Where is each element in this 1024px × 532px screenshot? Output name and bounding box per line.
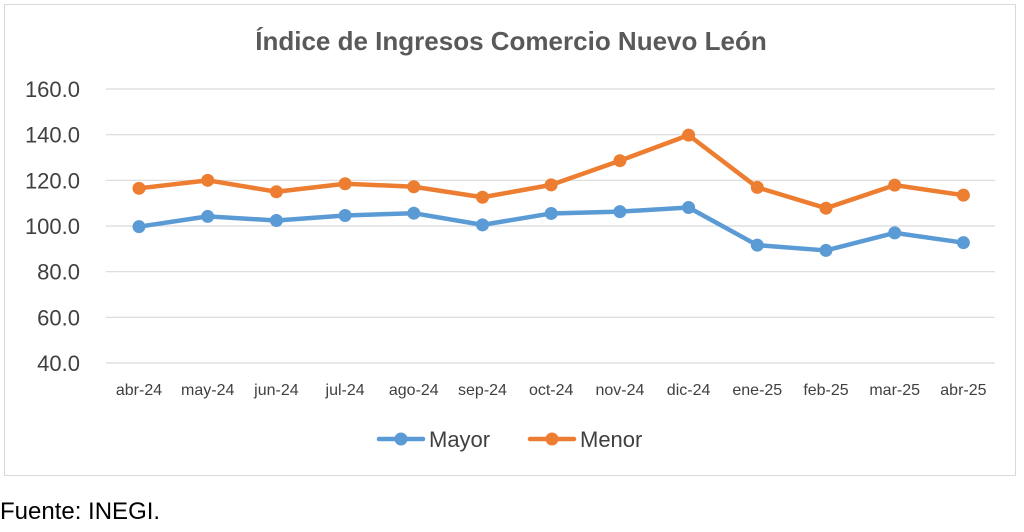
x-tick-label: nov-24 xyxy=(595,382,644,399)
x-tick-label: abr-25 xyxy=(940,382,986,399)
data-point xyxy=(338,177,352,191)
data-point xyxy=(132,181,146,195)
y-tick-label: 100.0 xyxy=(25,214,80,239)
data-point xyxy=(750,180,764,194)
x-tick-label: sep-24 xyxy=(458,382,507,399)
y-tick-label: 140.0 xyxy=(25,123,80,148)
data-point xyxy=(888,226,902,240)
legend-item-menor: Menor xyxy=(527,427,642,452)
x-tick-label: mar-25 xyxy=(869,382,920,399)
data-point xyxy=(269,185,283,199)
data-point xyxy=(407,206,421,220)
data-point xyxy=(682,201,696,215)
y-tick-label: 120.0 xyxy=(25,168,80,193)
data-point xyxy=(956,236,970,250)
x-tick-label: ago-24 xyxy=(389,382,439,399)
data-point xyxy=(476,190,489,204)
data-point xyxy=(476,218,489,232)
x-tick-label: dic-24 xyxy=(667,382,711,399)
data-point xyxy=(613,154,627,168)
legend-label: Mayor xyxy=(429,427,490,452)
x-tick-label: jul-24 xyxy=(325,382,365,399)
data-point xyxy=(269,214,283,228)
x-tick-label: ene-25 xyxy=(732,382,782,399)
legend-label: Menor xyxy=(580,427,642,452)
data-point xyxy=(613,205,627,219)
data-point xyxy=(888,178,902,192)
series-line xyxy=(136,132,966,211)
y-tick-label: 40.0 xyxy=(37,351,80,376)
y-tick-label: 160.0 xyxy=(25,77,80,102)
data-point xyxy=(819,243,833,257)
data-point xyxy=(544,206,558,220)
data-point xyxy=(201,209,215,223)
legend-item-mayor: Mayor xyxy=(376,427,490,452)
data-point xyxy=(338,208,352,222)
data-point xyxy=(750,238,764,252)
x-tick-label: may-24 xyxy=(181,382,234,399)
data-point xyxy=(819,201,833,215)
y-tick-label: 60.0 xyxy=(37,305,80,330)
x-tick-label: oct-24 xyxy=(529,382,574,399)
series-lines xyxy=(132,128,970,257)
x-tick-label: jun-24 xyxy=(253,382,299,399)
data-point xyxy=(201,173,215,187)
source-note: Fuente: INEGI. xyxy=(0,498,161,525)
x-axis-tick-labels: abr-24 may-24 jun-24 jul-24 ago-24 sep-24 oct-… xyxy=(116,382,987,399)
data-point xyxy=(407,180,421,194)
data-point xyxy=(544,178,558,192)
y-tick-label: 80.0 xyxy=(37,260,80,285)
series-menor xyxy=(132,128,970,215)
y-axis-tick-labels: 40.0 60.0 80.0 100.0 120.0 140.0 160.0 xyxy=(25,77,80,376)
legend: Mayor Menor xyxy=(376,427,642,452)
chart-title: Índice de Ingresos Comercio Nuevo León xyxy=(255,26,766,56)
x-tick-label: abr-24 xyxy=(116,382,162,399)
series-mayor xyxy=(132,201,970,257)
x-tick-label: feb-25 xyxy=(803,382,848,399)
gridlines xyxy=(106,88,995,364)
line-chart: Índice de Ingresos Comercio Nuevo León 4… xyxy=(25,26,995,452)
data-point xyxy=(682,128,696,142)
legend-marker xyxy=(545,432,559,446)
legend-marker xyxy=(394,432,408,446)
chart-area xyxy=(4,4,1016,476)
data-point xyxy=(956,188,970,202)
data-point xyxy=(132,220,146,234)
